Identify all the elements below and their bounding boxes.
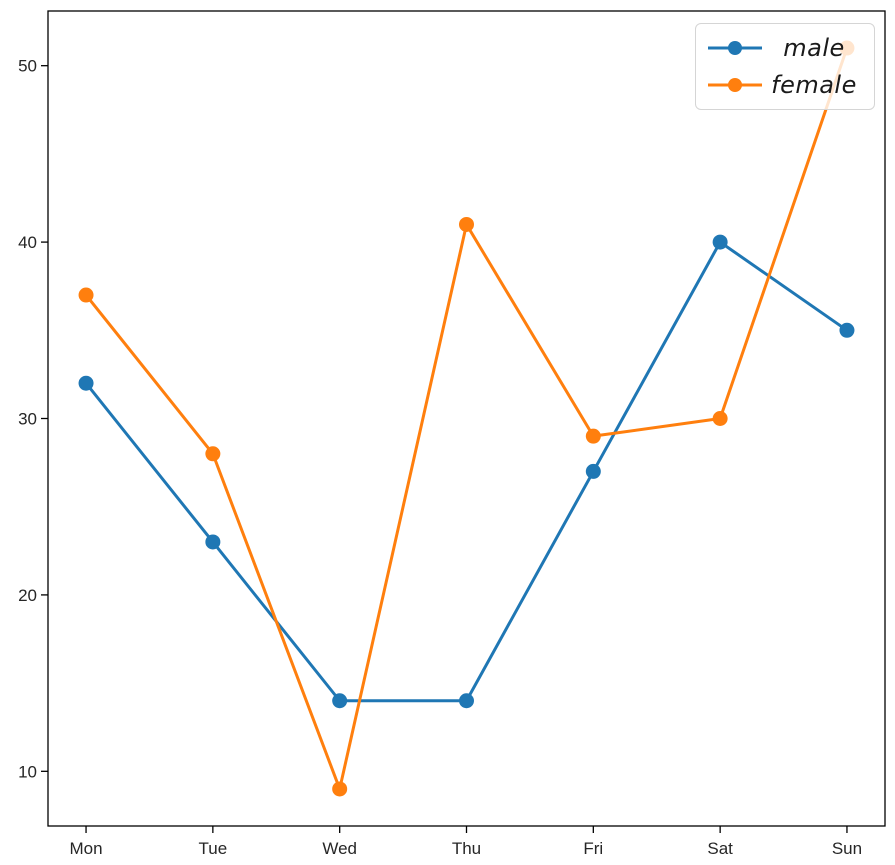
legend-label-female: female: [771, 70, 857, 99]
male-point-Tue: [205, 534, 221, 550]
y-tick-label-20: 20: [18, 586, 37, 605]
legend-entry-female: female: [706, 68, 864, 102]
male-line-sample-icon: [708, 41, 762, 56]
legend-label-male: male: [783, 34, 845, 63]
female-point-Wed: [332, 781, 348, 797]
female-point-Fri: [585, 428, 601, 444]
chart-legend: male female: [695, 23, 875, 110]
y-tick-label-50: 50: [18, 57, 37, 76]
female-point-Tue: [205, 446, 221, 462]
x-tick-label-Wed: Wed: [322, 839, 357, 858]
male-point-Fri: [585, 463, 601, 479]
x-tick-label-Sun: Sun: [832, 839, 862, 858]
x-tick-label-Sat: Sat: [707, 839, 733, 858]
legend-entry-male: male: [706, 31, 864, 65]
female-point-Mon: [78, 287, 94, 303]
male-point-Mon: [78, 375, 94, 391]
female-line: [84, 46, 849, 791]
y-tick-label-40: 40: [18, 233, 37, 252]
x-tick-label-Tue: Tue: [199, 839, 228, 858]
male-point-Sun: [839, 322, 855, 338]
male-line: [84, 240, 849, 703]
female-line-sample-icon: [708, 77, 762, 92]
female-point-Thu: [459, 216, 474, 232]
y-tick-label-10: 10: [18, 762, 37, 781]
x-tick-label-Thu: Thu: [452, 839, 481, 858]
x-tick-label-Fri: Fri: [583, 839, 603, 858]
male-point-Sat: [712, 234, 728, 250]
male-point-Wed: [332, 693, 348, 709]
y-tick-label-30: 30: [18, 410, 37, 429]
male-point-Thu: [459, 693, 474, 709]
x-tick-label-Mon: Mon: [70, 839, 103, 858]
female-point-Sat: [712, 411, 728, 426]
